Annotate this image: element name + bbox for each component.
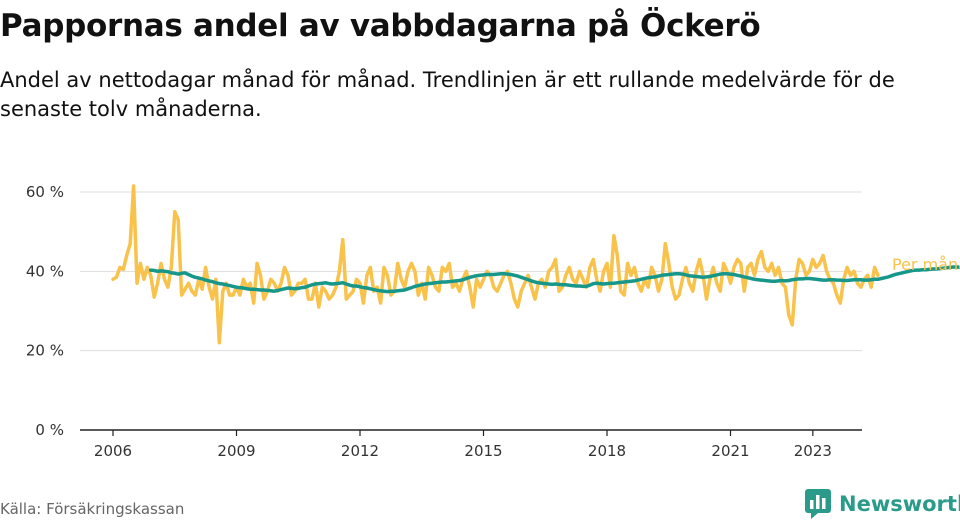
brand-name: Newsworthy [839,492,960,516]
trend-line [148,265,960,294]
bar-chart-speech-bubble-icon [805,489,831,519]
x-tick-label: 2009 [217,442,255,460]
x-tick-label: 2023 [794,442,832,460]
y-tick-label: 0 % [35,421,64,439]
y-axis-ticks: 0 % 20 % 40 % 60 % [26,183,64,439]
x-axis: 2006 2009 2012 2015 2018 2021 2023 [80,429,862,460]
x-tick-label: 2006 [94,442,132,460]
gridlines [80,191,862,352]
x-tick-label: 2015 [464,442,502,460]
chart-title: Pappornas andel av vabbdagarna på Öckerö [0,8,761,44]
series-lines [111,184,960,345]
source-note: Källa: Försäkringskassan [0,500,185,518]
monthly-line [111,184,880,345]
y-tick-label: 40 % [26,262,64,280]
y-tick-label: 20 % [26,342,64,360]
brand[interactable]: Newsworthy [805,488,960,520]
x-tick-label: 2021 [711,442,749,460]
series-labels: Per månadTrend [892,255,960,274]
chart-subtitle: Andel av nettodagar månad för månad. Tre… [0,68,895,121]
y-tick-label: 60 % [26,183,64,201]
monthly-line-label: Per månad [892,255,960,274]
x-tick-label: 2012 [341,442,379,460]
x-tick-label: 2018 [588,442,626,460]
